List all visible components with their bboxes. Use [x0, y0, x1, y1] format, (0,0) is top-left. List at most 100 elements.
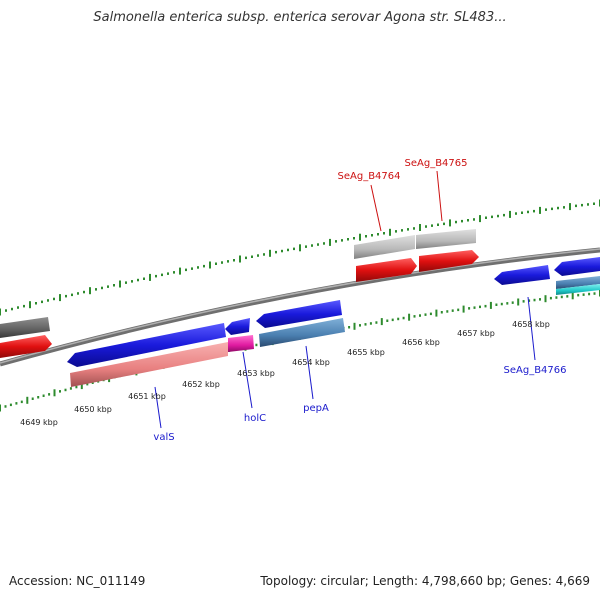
minor-tick [155, 274, 157, 278]
minor-tick [473, 218, 475, 221]
minor-tick [227, 260, 229, 263]
outer-tick-track [0, 199, 600, 316]
major-tick [239, 255, 241, 263]
major-tick [479, 215, 481, 223]
minor-tick [64, 388, 67, 392]
minor-tick [369, 322, 372, 325]
major-tick [571, 292, 574, 300]
major-tick [53, 389, 56, 397]
major-tick [0, 404, 1, 412]
major-tick [0, 308, 1, 316]
minor-tick [402, 316, 405, 320]
minor-tick [467, 219, 469, 222]
minor-tick [107, 285, 109, 288]
minor-tick [293, 247, 295, 251]
minor-tick [557, 206, 559, 210]
minor-tick [365, 235, 367, 238]
gene-label-sea-b4766[interactable]: SeAg_B4766 [504, 365, 567, 376]
minor-tick [348, 326, 351, 329]
gene-label-vals[interactable]: valS [153, 432, 174, 443]
major-tick [299, 244, 301, 252]
major-tick [359, 233, 361, 241]
minor-tick [161, 273, 163, 277]
minor-tick [215, 262, 217, 265]
minor-tick [446, 310, 449, 313]
minor-tick [451, 309, 454, 312]
gene-arrow-holc[interactable] [225, 318, 250, 335]
minor-tick [593, 202, 595, 205]
minor-tick [83, 290, 85, 294]
cds-feature-holc[interactable] [228, 335, 254, 352]
cds-feature-pepa[interactable] [259, 318, 345, 347]
minor-tick [431, 224, 433, 227]
minor-tick [185, 268, 187, 272]
gene-label-sea-b4765[interactable]: SeAg_B4765 [405, 158, 468, 169]
major-tick [544, 295, 547, 303]
leader-line-vals [154, 386, 162, 429]
minor-tick [407, 228, 409, 231]
minor-tick [53, 297, 55, 301]
minor-tick [391, 318, 394, 322]
gene-arrow-sea-b4764[interactable] [356, 258, 417, 282]
cds-feature-left-gray[interactable] [0, 317, 50, 338]
tick-label-4651: 4651 kbp [128, 392, 166, 401]
minor-tick [35, 302, 37, 305]
minor-tick [533, 298, 536, 302]
gene-label-pepa[interactable]: pepA [303, 403, 329, 414]
minor-tick [457, 308, 460, 312]
major-tick [389, 228, 391, 236]
cds-feature-sea-b4765[interactable] [416, 229, 476, 249]
major-tick [435, 309, 438, 317]
minor-tick [468, 307, 471, 310]
minor-tick [461, 219, 463, 223]
minor-tick [455, 220, 457, 224]
major-tick [509, 210, 511, 218]
major-tick [119, 280, 121, 288]
minor-tick [497, 214, 499, 218]
minor-tick [9, 403, 12, 407]
tick-label-4656: 4656 kbp [402, 338, 440, 347]
minor-tick [37, 396, 40, 399]
major-tick [489, 301, 492, 309]
cds-feature-right-cyan[interactable] [556, 284, 600, 295]
minor-tick [255, 343, 258, 347]
minor-tick [233, 259, 235, 262]
cds-feature-right-steel[interactable] [556, 276, 600, 289]
gene-arrow-vals[interactable] [67, 323, 226, 367]
gene-label-sea-b4764[interactable]: SeAg_B4764 [338, 171, 401, 182]
tick-label-4652: 4652 kbp [182, 380, 220, 389]
gene-arrow-right-2[interactable] [554, 257, 600, 276]
minor-tick [429, 312, 432, 316]
minor-tick [86, 382, 89, 386]
gene-arrow-left-red[interactable] [0, 335, 52, 358]
minor-tick [59, 390, 61, 393]
minor-tick [521, 211, 523, 214]
minor-tick [173, 271, 175, 274]
minor-tick [125, 281, 127, 284]
gene-arrow-pepa[interactable] [256, 300, 342, 328]
cds-feature-vals[interactable] [70, 342, 228, 387]
minor-tick [65, 294, 67, 298]
minor-tick [484, 304, 487, 308]
minor-tick [425, 225, 427, 228]
minor-tick [588, 292, 591, 296]
minor-tick [131, 280, 133, 283]
minor-tick [575, 204, 577, 208]
minor-tick [71, 293, 73, 297]
gene-arrow-sea-b4765[interactable] [419, 250, 479, 272]
minor-tick [560, 295, 563, 299]
minor-tick [317, 243, 319, 246]
minor-tick [364, 323, 367, 326]
minor-tick [371, 234, 373, 237]
gene-label-holc[interactable]: holC [244, 413, 266, 424]
cds-feature-sea-b4764[interactable] [354, 235, 415, 259]
minor-tick [515, 212, 517, 215]
minor-tick [341, 239, 343, 242]
gene-arrow-right-1[interactable] [494, 265, 550, 285]
minor-tick [527, 210, 529, 214]
minor-tick [143, 277, 145, 280]
minor-tick [347, 238, 349, 241]
minor-tick [587, 203, 589, 206]
minor-tick [545, 208, 547, 211]
major-tick [59, 294, 61, 302]
